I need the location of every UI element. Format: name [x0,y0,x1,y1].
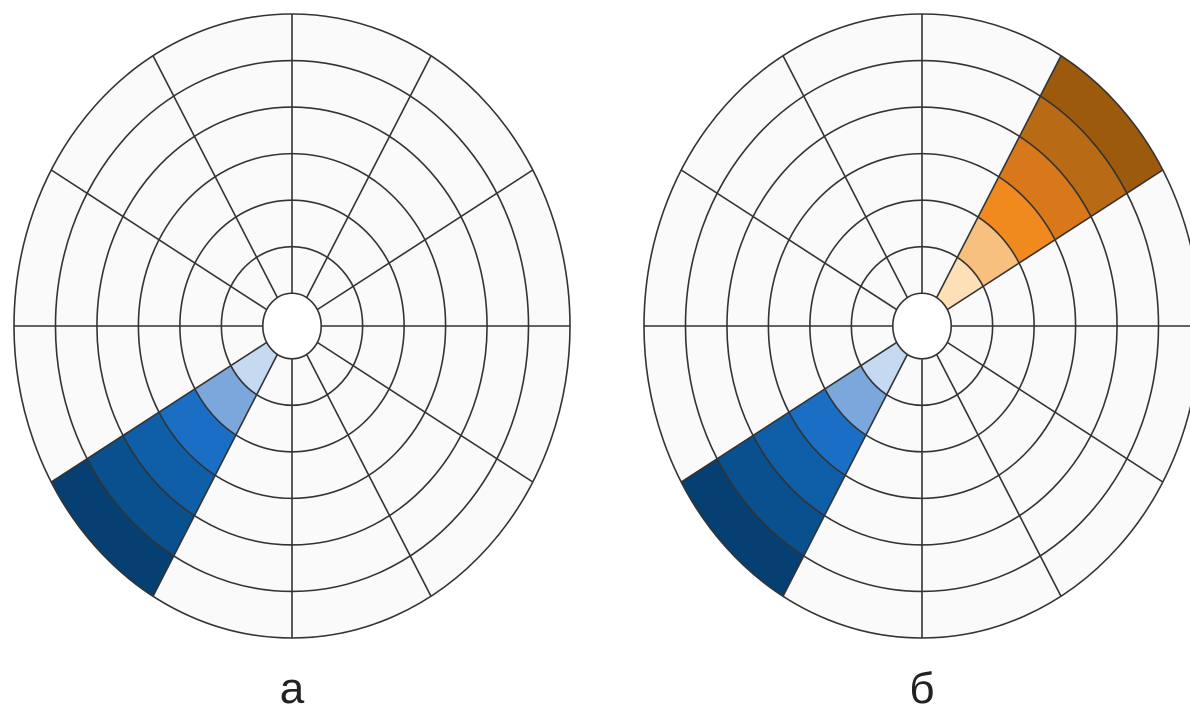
spoke-6 [680,169,898,311]
spoke-5 [152,55,279,298]
diagram-a [13,13,571,639]
center-hub [892,292,952,360]
blue-sector-ring-3 [158,388,236,476]
blue-sector-ring-2 [824,365,887,435]
spoke-2 [946,169,1164,311]
orange-sector-ring-5 [1019,96,1127,217]
blue-sector-ring-2 [194,365,257,435]
spoke-12 [316,341,534,483]
spoke-6 [50,169,268,311]
blue-sector-ring-6 [681,458,804,597]
blue-sector-ring-4 [123,412,216,516]
blue-sector-ring-5 [87,435,195,556]
blue-sector-ring-4 [753,412,846,516]
caption-a: а [280,664,305,708]
blue-sector-ring-6 [51,458,174,597]
blue-sector-ring-5 [717,435,825,556]
spoke-5 [782,55,909,298]
spoke-9 [152,354,279,597]
spoke-3 [935,55,1062,298]
blue-sector-ring-3 [788,388,866,476]
orange-sector-ring-6 [1040,55,1163,194]
spoke-11 [935,354,1062,597]
orange-sector-ring-4 [998,136,1091,240]
diagram-b [643,13,1190,639]
spoke-9 [782,354,909,597]
spoke-3 [305,55,432,298]
spoke-11 [305,354,432,597]
orange-sector-ring-3 [978,176,1056,264]
spoke-12 [946,341,1164,483]
spoke-2 [316,169,534,311]
caption-b: б [909,664,934,708]
orange-sector-ring-2 [957,217,1020,287]
center-hub [262,292,322,360]
spoke-8 [50,341,268,483]
spoke-8 [680,341,898,483]
